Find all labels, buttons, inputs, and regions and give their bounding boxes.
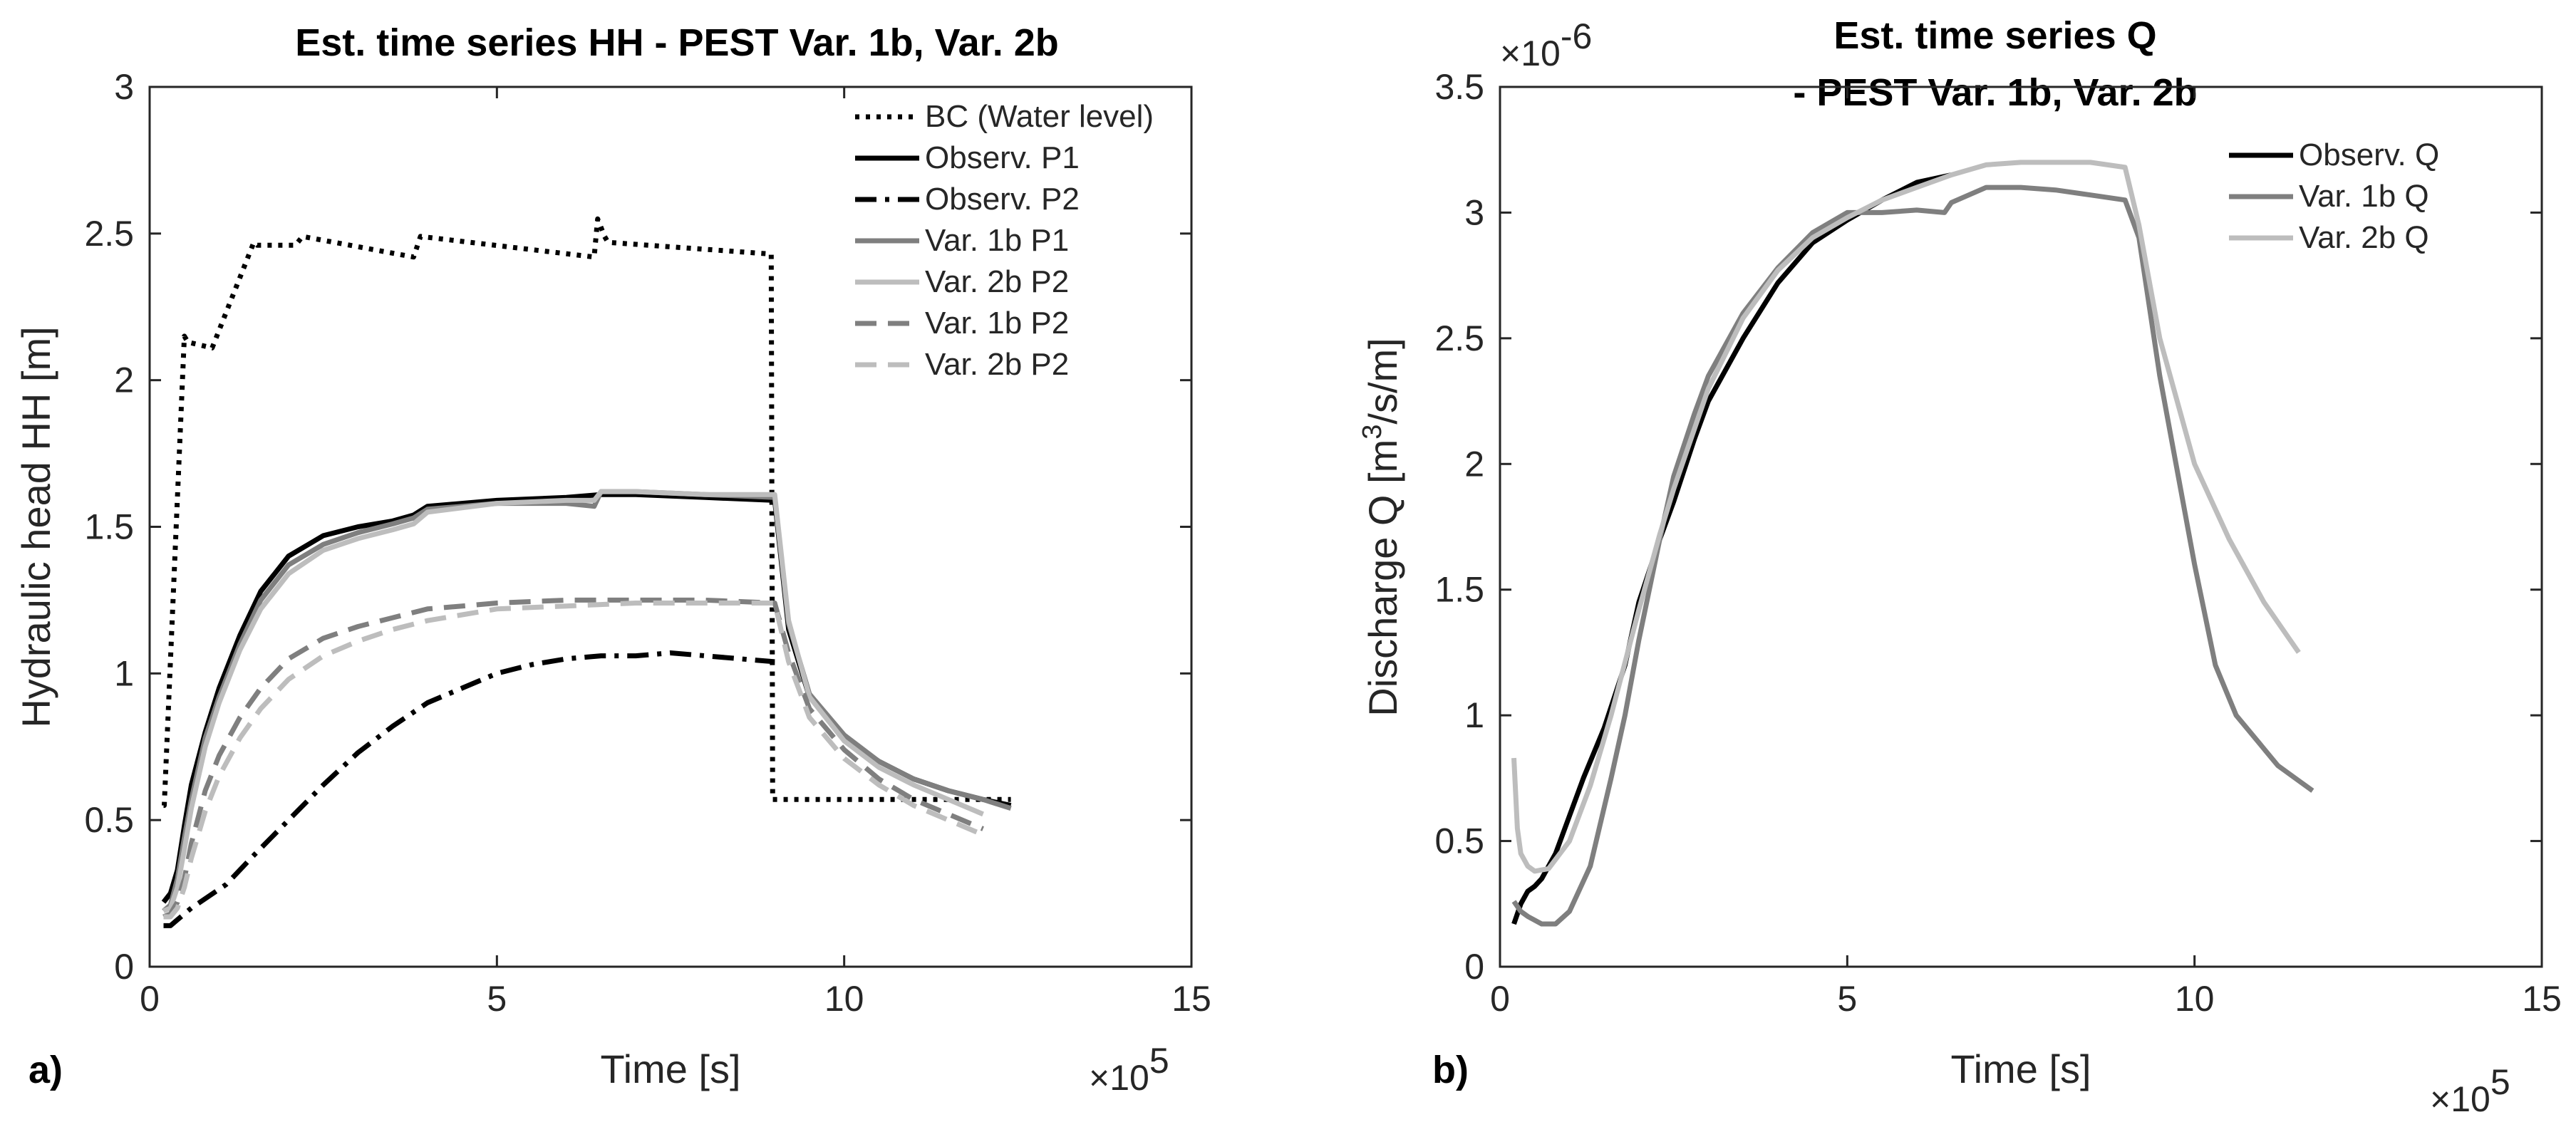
- chart-a-ytick-label: 1.5: [84, 507, 134, 547]
- chart-a-xtick-label: 5: [487, 979, 507, 1019]
- chart-b-x-multiplier: ×105: [2430, 1062, 2510, 1119]
- chart-a-ytick-label: 0.5: [84, 800, 134, 840]
- chart-b-ytick-label: 2: [1464, 444, 1484, 484]
- chart-b-ylabel: Discharge Q [m3/s/m]: [1357, 338, 1405, 716]
- chart-b-ytick-label: 3.5: [1434, 67, 1484, 107]
- chart-b-title: Est. time series Q: [1833, 14, 2156, 57]
- chart-b-xtick-label: 0: [1490, 979, 1510, 1019]
- chart-a-legend-label: Var. 1b P1: [925, 223, 1069, 258]
- chart-b: Est. time series Q - PEST Var. 1b, Var. …: [1357, 14, 2562, 1119]
- chart-a-series: [161, 216, 1012, 928]
- chart-b-ytick-label: 2.5: [1434, 318, 1484, 358]
- chart-a-x-multiplier: ×105: [1089, 1041, 1169, 1098]
- chart-b-ytick-label: 1: [1464, 695, 1484, 735]
- chart-a-legend-label: Var. 2b P2: [925, 347, 1069, 382]
- chart-a-series-line-6: [162, 597, 984, 920]
- chart-a-ytick-label: 0: [114, 947, 134, 987]
- chart-b-ytick-label: 0: [1464, 947, 1484, 987]
- chart-b-axes-box: [1499, 85, 2543, 968]
- chart-b-legend-label: Observ. Q: [2299, 137, 2439, 172]
- chart-b-y-multiplier: ×10-6: [1500, 16, 1592, 73]
- chart-b-legend-label: Var. 2b Q: [2299, 220, 2429, 255]
- chart-b-xtick-label: 10: [2175, 979, 2215, 1019]
- chart-a-xtick-label: 0: [140, 979, 160, 1019]
- chart-b-panel-label: b): [1432, 1049, 1469, 1091]
- chart-b-legend-label: Var. 1b Q: [2299, 179, 2429, 214]
- chart-b-ytick-label: 0.5: [1434, 821, 1484, 861]
- chart-b-subtitle: - PEST Var. 1b, Var. 2b: [1793, 71, 2197, 114]
- chart-a: Est. time series HH - PEST Var. 1b, Var.…: [14, 21, 1211, 1098]
- chart-a-series-line-5: [162, 489, 984, 914]
- chart-b-series: [1511, 160, 2314, 927]
- chart-a-legend-label: Observ. P1: [925, 140, 1080, 175]
- chart-b-legend: Observ. Q Var. 1b Q Var. 2b Q: [2229, 137, 2439, 255]
- chart-a-panel-label: a): [29, 1049, 63, 1091]
- chart-a-legend-label: BC (Water level): [925, 99, 1154, 134]
- chart-b-series-line-2: [1511, 185, 2314, 927]
- chart-a-xtick-label: 10: [824, 979, 864, 1019]
- chart-b-series-line-3: [1511, 160, 2301, 874]
- chart-b-xlabel: Time [s]: [1950, 1046, 2091, 1091]
- chart-a-legend-label: Var. 2b P2: [925, 264, 1069, 299]
- chart-a-xtick-label: 15: [1171, 979, 1211, 1019]
- chart-a-ticks: 0 5 10 15 0 0.5 1 1.5 2 2.5 3: [84, 67, 1211, 1019]
- chart-a-legend-label: Var. 1b P2: [925, 306, 1069, 341]
- chart-b-xtick-label: 5: [1837, 979, 1857, 1019]
- chart-a-legend-label: Observ. P2: [925, 182, 1080, 217]
- chart-b-ytick-label: 3: [1464, 192, 1484, 232]
- chart-a-ytick-label: 3: [114, 67, 134, 107]
- chart-b-ticks: 0 5 10 15 0 0.5 1 1.5 2 2.5 3 3.5: [1434, 67, 2561, 1019]
- chart-a-ytick-label: 1: [114, 653, 134, 693]
- chart-a-series-line-7: [163, 601, 984, 920]
- chart-b-xtick-label: 15: [2522, 979, 2562, 1019]
- chart-a-title: Est. time series HH - PEST Var. 1b, Var.…: [295, 21, 1059, 64]
- chart-a-ylabel: Hydraulic head HH [m]: [14, 326, 58, 727]
- chart-b-ytick-label: 1.5: [1434, 570, 1484, 610]
- chart-a-ytick-label: 2.5: [84, 214, 134, 254]
- chart-a-xlabel: Time [s]: [600, 1046, 740, 1091]
- chart-a-ytick-label: 2: [114, 360, 134, 400]
- chart-a-legend: BC (Water level) Observ. P1 Observ. P2 Var.…: [855, 99, 1154, 382]
